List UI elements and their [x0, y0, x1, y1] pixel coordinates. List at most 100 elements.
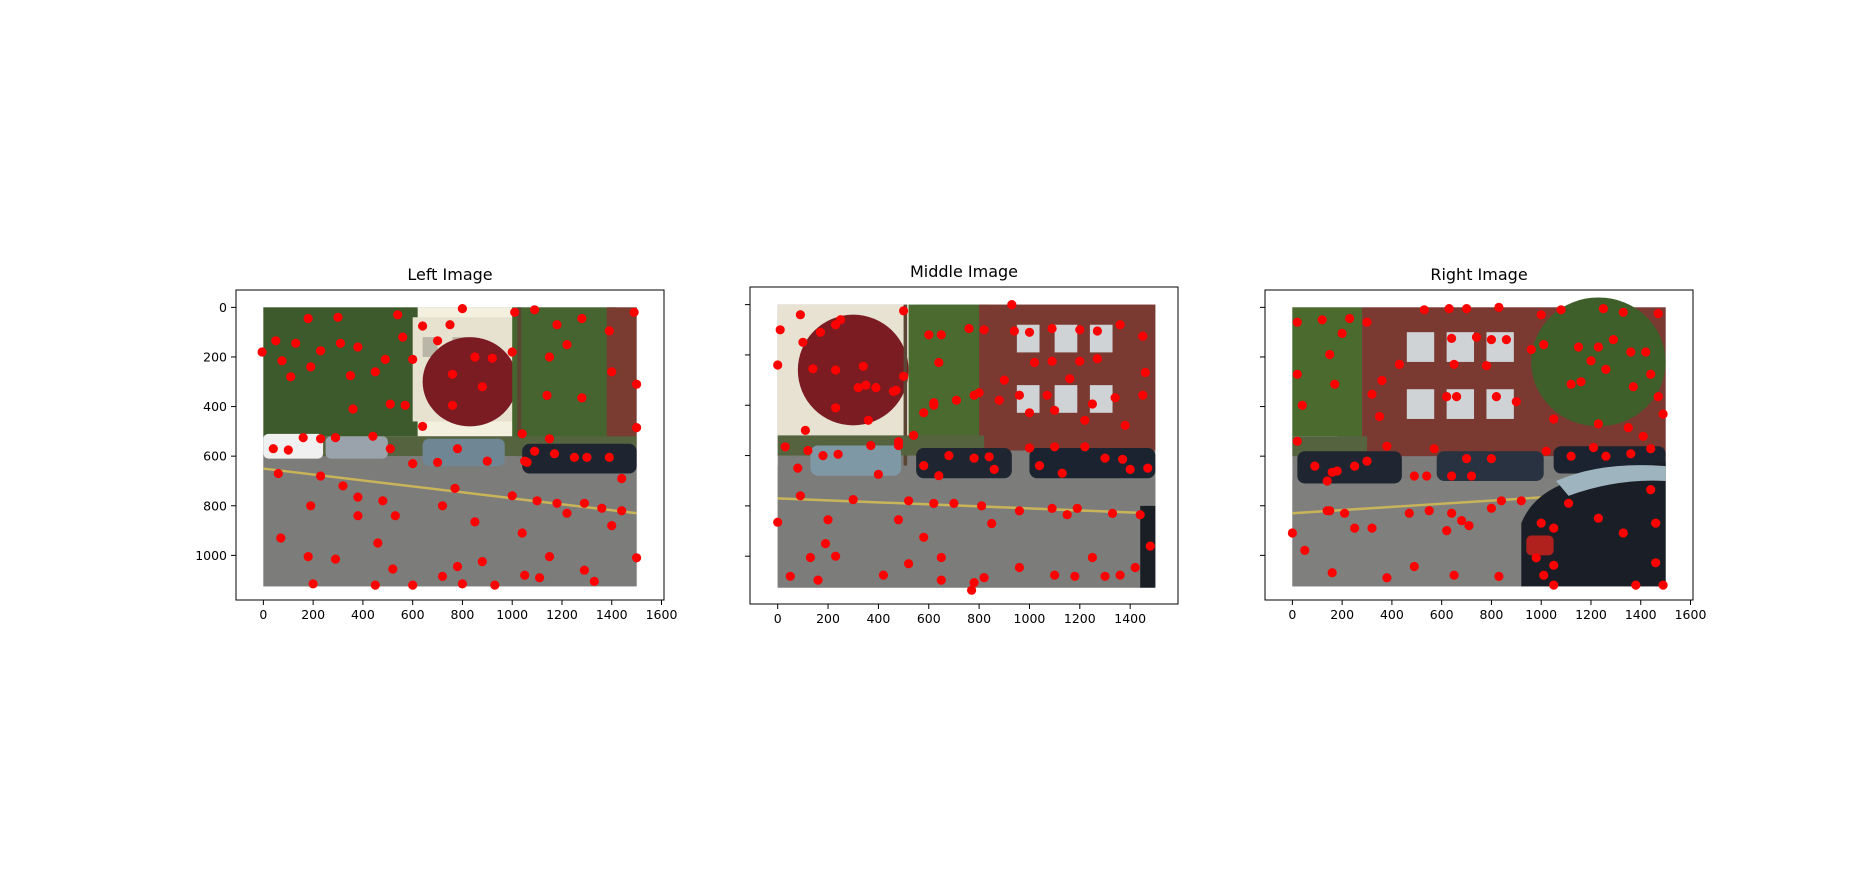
feature-point-left — [276, 533, 286, 543]
feature-point-right — [1511, 397, 1521, 407]
feature-point-left — [520, 570, 530, 580]
feature-point-right — [1588, 442, 1599, 453]
feature-point-right — [1626, 449, 1636, 459]
x-tick-label-right: 600 — [1430, 607, 1454, 622]
feature-point-left — [418, 421, 428, 431]
feature-point-middle — [1062, 510, 1072, 520]
feature-point-left — [577, 393, 587, 403]
feature-point-left — [569, 452, 580, 462]
feature-point-middle — [1110, 393, 1120, 403]
feature-point-left — [353, 342, 363, 352]
feature-point-right — [1601, 451, 1611, 461]
x-tick-label-right: 1200 — [1575, 607, 1607, 622]
feature-point-middle — [994, 395, 1004, 405]
feature-point-middle — [831, 551, 841, 561]
feature-point-left — [385, 444, 395, 454]
feature-point-middle — [951, 395, 962, 405]
feature-point-left — [298, 433, 308, 443]
y-tick-label-left: 800 — [203, 498, 227, 513]
feature-point-right — [1536, 518, 1546, 528]
feature-point-left — [579, 565, 590, 575]
feature-point-right — [1447, 471, 1457, 481]
feature-point-right — [1653, 309, 1663, 319]
x-tick-label-left: 1000 — [496, 607, 528, 622]
feature-point-left — [306, 362, 316, 372]
feature-point-left — [316, 346, 326, 356]
x-tick-label-right: 400 — [1380, 607, 1404, 622]
feature-point-middle — [1120, 420, 1130, 430]
feature-point-right — [1618, 307, 1628, 317]
feature-point-middle — [999, 375, 1009, 385]
feature-point-middle — [1125, 464, 1135, 474]
feature-point-middle — [936, 575, 946, 585]
feature-point-right — [1350, 523, 1360, 533]
feature-point-left — [257, 347, 267, 357]
feature-point-right — [1374, 411, 1385, 422]
feature-point-right — [1486, 335, 1496, 345]
feature-point-middle — [1065, 374, 1075, 384]
feature-point-right — [1464, 521, 1474, 531]
feature-point-middle — [1024, 327, 1035, 337]
feature-point-left — [629, 307, 639, 317]
feature-point-middle — [899, 306, 909, 316]
x-tick-label-right: 0 — [1288, 607, 1296, 622]
feature-point-left — [549, 449, 560, 459]
feature-point-right — [1658, 580, 1668, 590]
feature-point-left — [552, 498, 562, 508]
feature-point-middle — [979, 573, 989, 583]
y-tick-label-left: 600 — [203, 449, 227, 464]
feature-point-left — [353, 511, 363, 521]
x-tick-label-left: 1400 — [596, 607, 628, 622]
feature-point-middle — [1107, 508, 1118, 518]
feature-point-right — [1340, 508, 1350, 518]
feature-point-left — [562, 508, 572, 518]
feature-point-right — [1337, 328, 1347, 338]
feature-point-middle — [936, 330, 946, 340]
feature-point-right — [1549, 560, 1559, 570]
feature-point-right — [1531, 553, 1541, 563]
feature-point-left — [408, 459, 418, 469]
feature-point-middle — [929, 498, 939, 508]
photo-middle — [776, 303, 1157, 589]
feature-point-middle — [969, 578, 979, 588]
feature-point-right — [1516, 496, 1526, 506]
feature-point-right — [1471, 332, 1482, 342]
feature-point-right — [1382, 441, 1392, 451]
x-tick-label-left: 800 — [451, 607, 475, 622]
feature-point-right — [1549, 580, 1559, 590]
feature-point-left — [452, 561, 463, 572]
feature-point-right — [1325, 349, 1335, 360]
feature-point-right — [1404, 508, 1414, 518]
feature-point-middle — [899, 371, 909, 381]
feature-point-middle — [888, 386, 899, 396]
feature-point-middle — [924, 330, 934, 340]
feature-point-middle — [893, 515, 904, 525]
feature-point-left — [507, 347, 517, 357]
feature-point-right — [1442, 526, 1452, 536]
feature-point-left — [398, 332, 408, 342]
feature-point-middle — [1087, 399, 1097, 409]
feature-point-left — [532, 496, 542, 506]
feature-point-right — [1345, 313, 1355, 324]
feature-point-middle — [979, 325, 989, 335]
feature-point-right — [1442, 392, 1452, 402]
x-tick-label-middle: 1000 — [1014, 611, 1046, 626]
feature-point-right — [1447, 333, 1457, 343]
feature-point-middle — [831, 403, 841, 413]
feature-point-left — [542, 390, 552, 400]
feature-point-left — [477, 557, 487, 567]
feature-point-right — [1539, 340, 1549, 350]
feature-point-left — [520, 456, 530, 466]
feature-point-middle — [833, 449, 843, 459]
feature-point-right — [1526, 344, 1536, 355]
feature-point-middle — [1050, 405, 1060, 415]
feature-point-middle — [1009, 326, 1020, 336]
feature-point-middle — [1050, 442, 1060, 452]
feature-point-left — [579, 498, 590, 508]
feature-point-left — [470, 352, 480, 362]
feature-point-right — [1377, 375, 1387, 386]
feature-point-left — [303, 552, 313, 562]
feature-point-left — [544, 552, 555, 562]
feature-point-right — [1631, 580, 1641, 590]
